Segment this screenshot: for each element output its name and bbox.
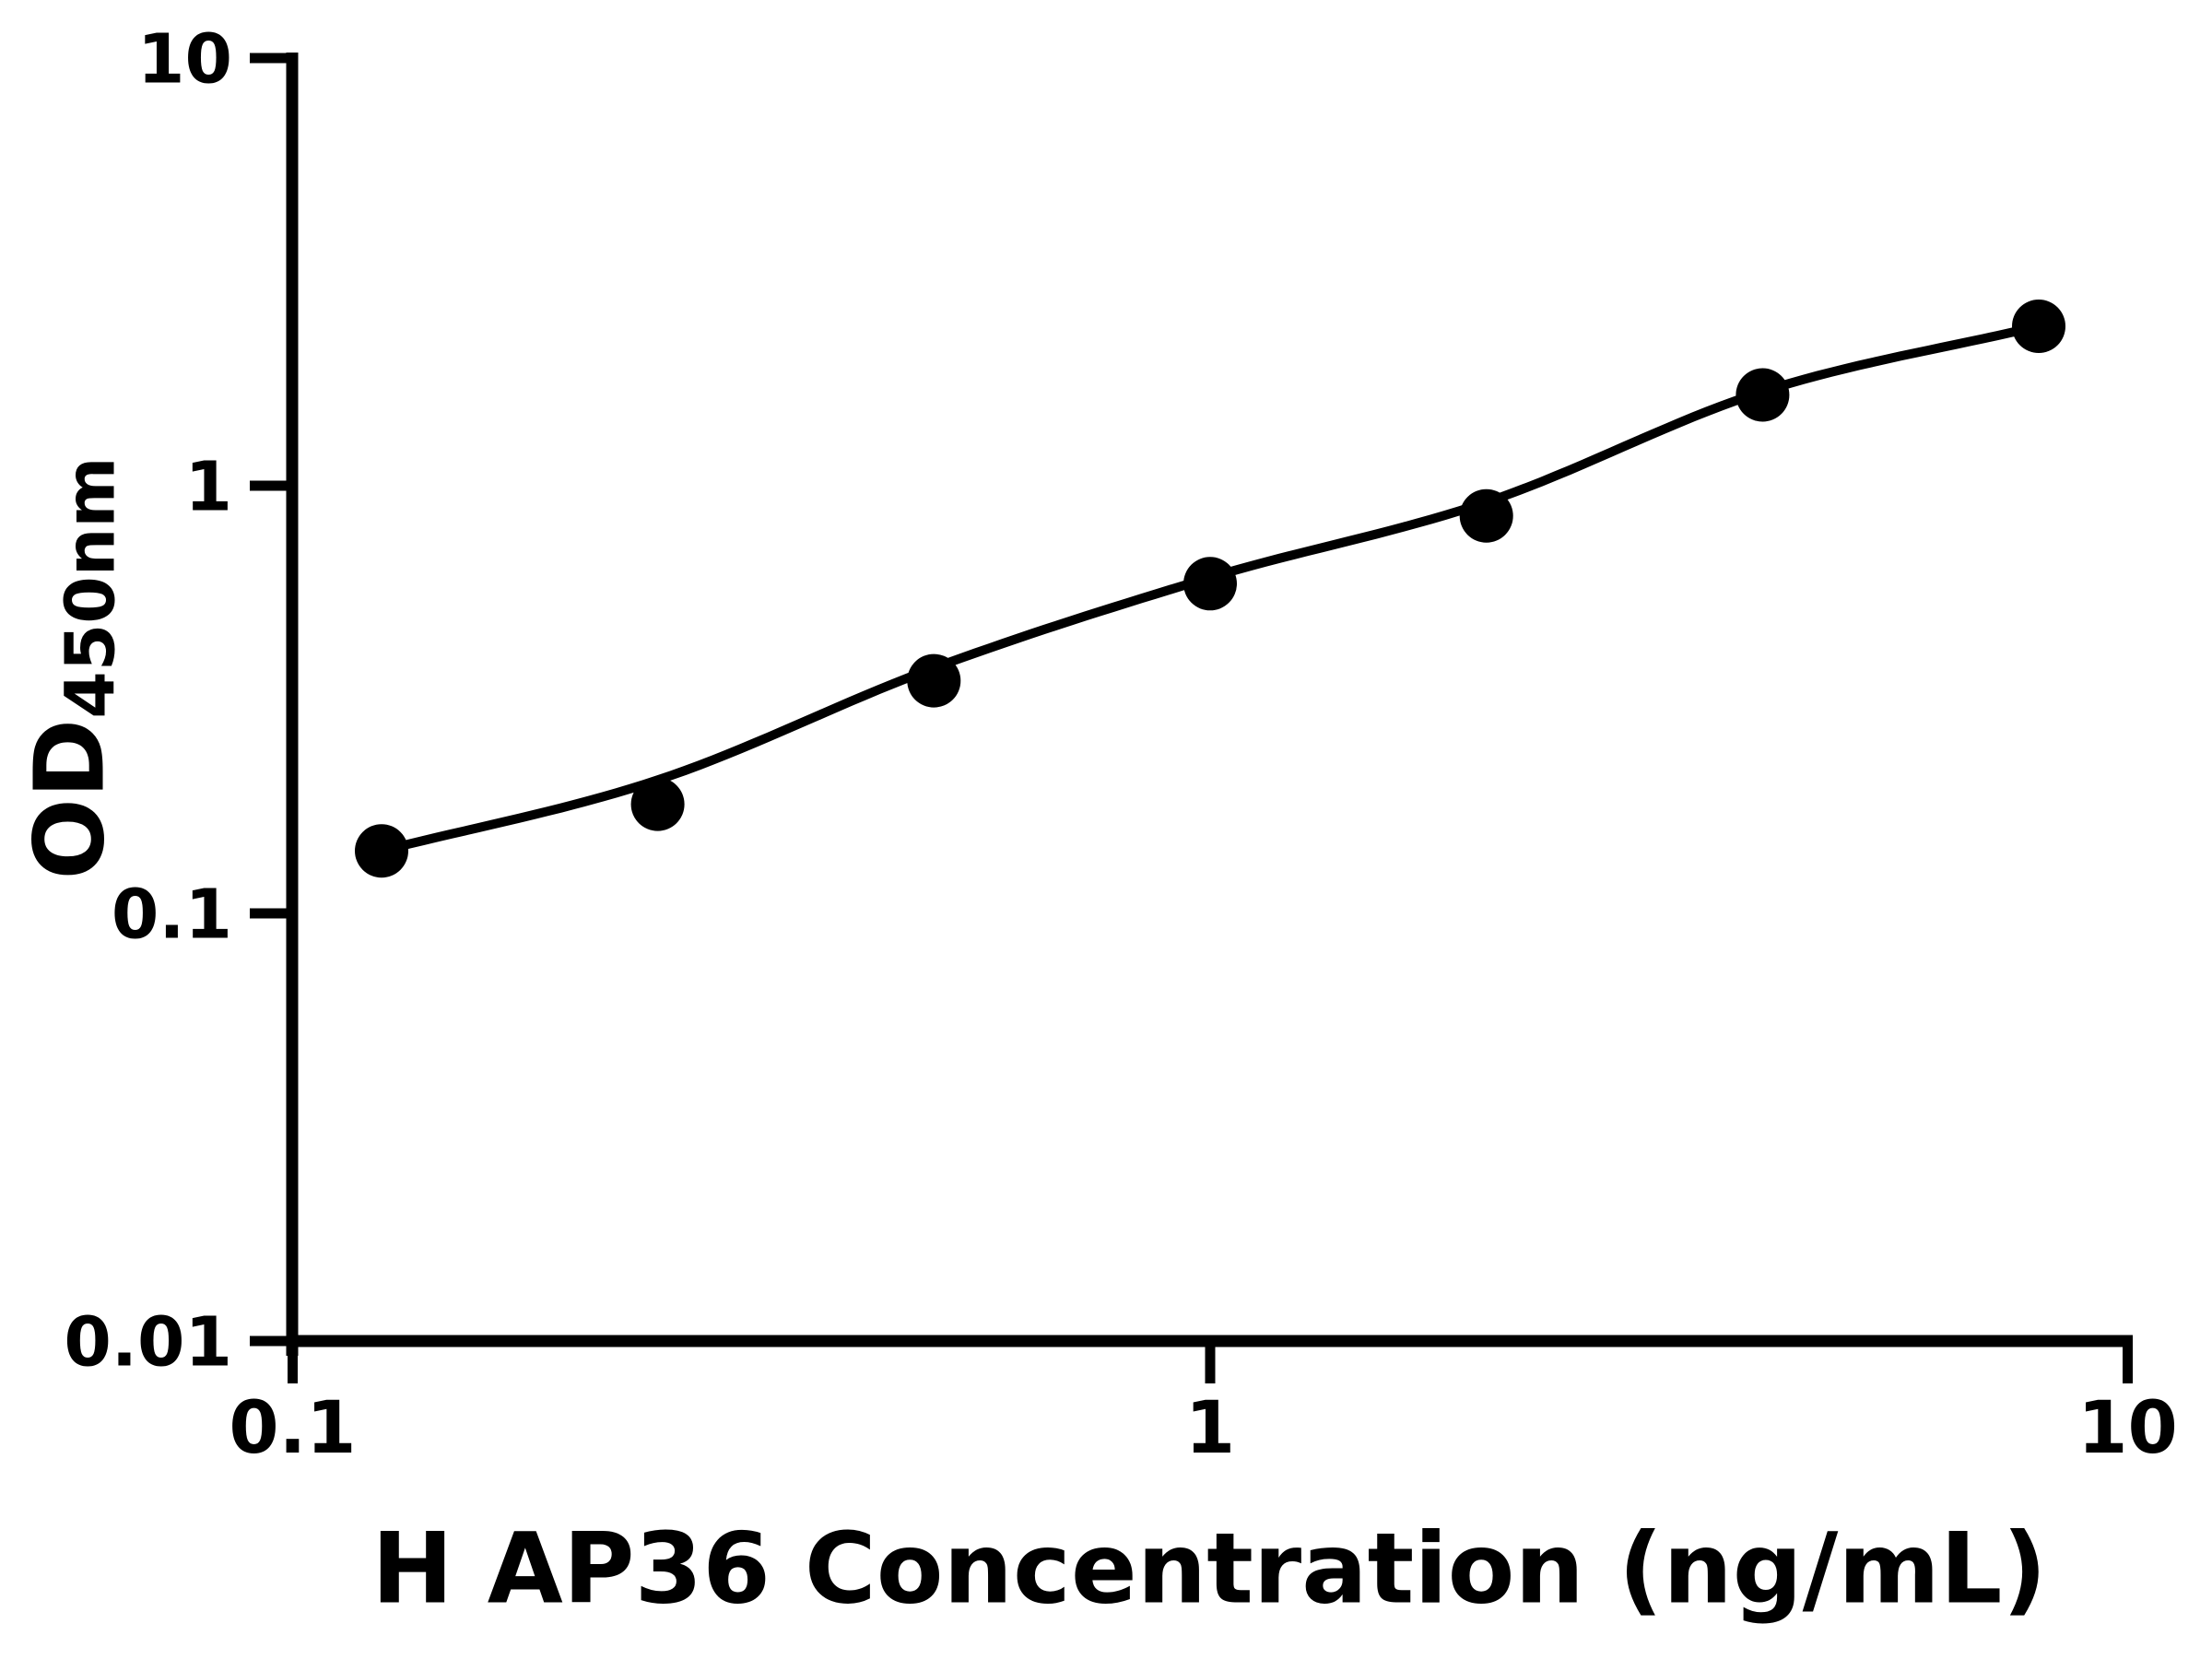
y-axis-title-main: OD <box>13 718 126 880</box>
data-point <box>2012 300 2065 353</box>
x-axis-title: H AP36 Concentration (ng/mL) <box>371 1512 2047 1626</box>
data-points-layer <box>355 300 2065 878</box>
y-tick-label: 10 <box>137 20 232 100</box>
data-point <box>355 824 408 878</box>
data-point <box>1183 557 1237 611</box>
axes-layer <box>250 53 2133 1383</box>
x-tick-label: 0.1 <box>229 1387 356 1470</box>
data-point <box>907 653 961 708</box>
x-tick-label: 10 <box>2077 1387 2178 1470</box>
y-axis-title: OD450nm <box>14 456 131 879</box>
data-point <box>1459 488 1513 543</box>
y-tick-label: 0.01 <box>64 1303 232 1382</box>
data-point <box>1735 368 1790 422</box>
x-tick-label: 1 <box>1185 1387 1235 1470</box>
y-axis-title-subscript: 450nm <box>51 456 131 719</box>
y-tick-label: 0.1 <box>112 876 232 955</box>
y-tick-label: 1 <box>185 448 233 527</box>
data-point <box>630 777 685 831</box>
